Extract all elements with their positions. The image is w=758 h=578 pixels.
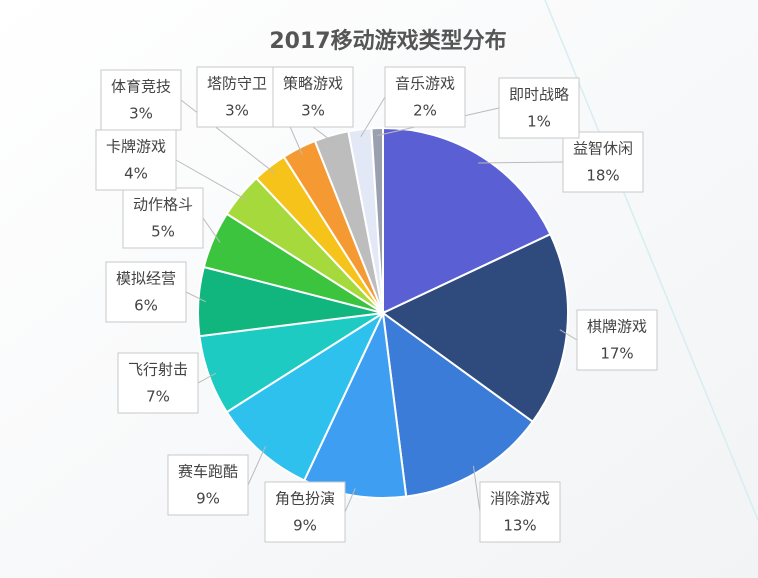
value-label: 3% — [301, 102, 325, 120]
value-label: 18% — [586, 167, 619, 185]
label-box — [167, 454, 249, 516]
decor-line — [544, 0, 758, 521]
value-label: 9% — [196, 490, 220, 508]
pie-slice — [382, 126, 552, 315]
label-box — [122, 187, 204, 249]
category-label: 赛车跑酷 — [178, 463, 238, 481]
category-label: 即时战略 — [509, 86, 569, 104]
category-label: 棋牌游戏 — [587, 318, 647, 336]
leader-line — [472, 465, 481, 513]
leader-line — [344, 488, 356, 513]
pie-slice — [370, 126, 384, 314]
leader-line — [247, 446, 267, 486]
value-label: 3% — [225, 102, 249, 120]
category-label: 塔防守卫 — [207, 75, 267, 93]
value-label: 2% — [413, 102, 437, 120]
pie-slice — [381, 232, 569, 424]
label-box — [479, 481, 561, 543]
label-box — [272, 66, 354, 128]
value-label: 17% — [600, 345, 633, 363]
label-box — [196, 66, 278, 128]
value-label: 5% — [151, 223, 175, 241]
category-label: 益智休闲 — [573, 140, 633, 158]
category-label: 体育竞技 — [111, 78, 171, 96]
leader-line — [197, 372, 217, 384]
leader-line — [202, 217, 221, 243]
value-label: 13% — [503, 517, 536, 535]
category-label: 角色扮演 — [275, 490, 335, 508]
value-label: 6% — [134, 297, 158, 315]
label-box — [576, 309, 658, 371]
category-label: 消除游戏 — [490, 490, 550, 508]
label-box — [562, 131, 644, 193]
label-box — [95, 129, 177, 191]
leader-line — [478, 161, 564, 164]
label-box — [384, 66, 466, 128]
label-box — [117, 352, 199, 414]
pie-slice — [225, 310, 386, 482]
value-label: 3% — [129, 105, 153, 123]
leader-line — [185, 291, 206, 303]
leader-line — [312, 126, 334, 143]
chart-title: 2017移动游戏类型分布 — [269, 28, 506, 54]
value-label: 9% — [293, 517, 317, 535]
label-box — [498, 77, 580, 139]
label-box — [105, 261, 187, 323]
category-label: 策略游戏 — [283, 75, 343, 93]
value-label: 1% — [527, 113, 551, 131]
category-label: 音乐游戏 — [395, 75, 455, 93]
label-box — [100, 69, 182, 131]
label-box — [264, 481, 346, 543]
value-label: 7% — [146, 388, 170, 406]
leader-line — [360, 96, 386, 138]
category-label: 动作格斗 — [133, 196, 193, 214]
leader-line — [559, 329, 578, 341]
category-label: 卡牌游戏 — [106, 138, 166, 156]
value-label: 4% — [124, 165, 148, 183]
category-label: 模拟经营 — [116, 270, 176, 288]
category-label: 飞行射击 — [128, 361, 188, 379]
leader-line — [175, 159, 247, 201]
pie-slice — [381, 310, 535, 498]
